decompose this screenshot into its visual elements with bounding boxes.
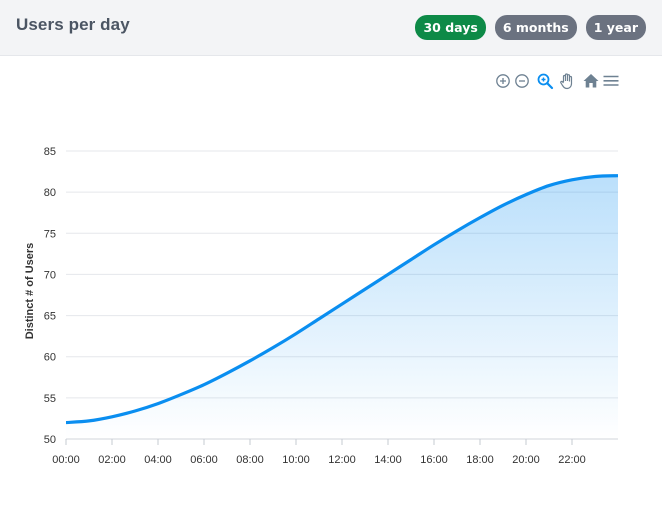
x-tick-label: 16:00	[420, 454, 448, 466]
x-tick-label: 10:00	[282, 454, 310, 466]
y-axis-title: Distinct # of Users	[24, 243, 36, 340]
x-tick-label: 04:00	[144, 454, 172, 466]
selection-zoom-icon[interactable]	[535, 71, 555, 91]
menu-icon[interactable]	[601, 71, 621, 91]
x-tick-label: 08:00	[236, 454, 264, 466]
y-tick-label: 65	[44, 311, 56, 323]
range-6-months-button[interactable]: 6 months	[494, 15, 577, 40]
series-area-fill	[66, 175, 618, 439]
series-line	[66, 174, 618, 425]
card-title: Users per day	[16, 15, 130, 34]
x-tick-label: 02:00	[98, 454, 126, 466]
zoom-out-icon[interactable]	[512, 71, 532, 91]
y-tick-label: 70	[44, 269, 56, 281]
x-tick-label: 00:00	[52, 454, 80, 466]
y-tick-label: 85	[44, 146, 56, 158]
card-header: Users per day 30 days 6 months 1 year	[0, 0, 662, 56]
x-tick-label: 22:00	[558, 454, 586, 466]
x-tick-label: 12:00	[328, 454, 356, 466]
pan-icon[interactable]	[557, 71, 577, 91]
y-tick-label: 60	[44, 352, 56, 364]
x-tick-label: 14:00	[374, 454, 402, 466]
range-selector: 30 days 6 months 1 year	[415, 15, 646, 40]
x-tick-label: 20:00	[512, 454, 540, 466]
home-icon[interactable]	[581, 71, 601, 91]
y-tick-label: 80	[44, 187, 56, 199]
y-tick-label: 50	[44, 434, 56, 446]
y-tick-label: 55	[44, 393, 56, 405]
y-tick-label: 75	[44, 228, 56, 240]
range-1-year-button[interactable]: 1 year	[585, 15, 646, 40]
zoom-in-icon[interactable]	[493, 71, 513, 91]
x-tick-label: 18:00	[466, 454, 494, 466]
range-30-days-button[interactable]: 30 days	[415, 15, 486, 40]
x-tick-label: 06:00	[190, 454, 218, 466]
chart-toolbar	[493, 71, 623, 91]
